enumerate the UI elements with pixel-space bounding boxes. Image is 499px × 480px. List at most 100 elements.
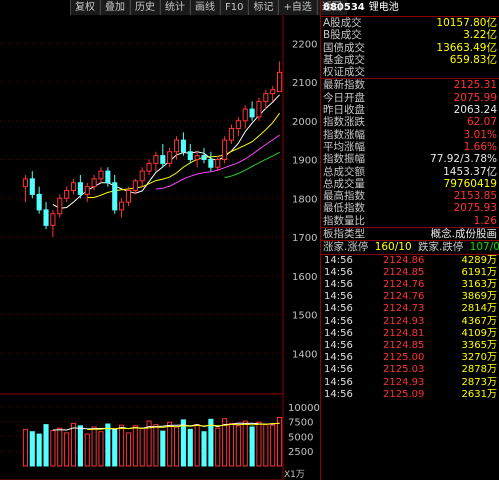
toolbar-button-0[interactable]: 复权 — [70, 0, 100, 15]
turnover-row: B股成交 3.22亿 — [321, 29, 499, 41]
tick-price: 2124.76 — [383, 291, 425, 303]
volume-bar — [98, 431, 104, 467]
volume-tick-label: 5000 — [288, 432, 313, 443]
candle-body — [105, 170, 111, 184]
tick-volume: 2631万 — [461, 388, 497, 400]
toolbar-button-7[interactable]: +自选 — [278, 0, 317, 15]
candle-body — [98, 170, 104, 180]
volume-bar — [57, 427, 63, 467]
volume-bar — [64, 432, 70, 467]
candle-body — [167, 151, 173, 164]
toolbar-button-6[interactable]: 标记 — [248, 0, 279, 15]
candle-body — [263, 93, 269, 102]
volume-bar — [119, 424, 125, 467]
tick-row: 14:56 2124.76 3163万 — [321, 279, 499, 291]
volume-bar — [84, 433, 90, 467]
stat-row: 最低指数 2075.93 — [321, 202, 499, 214]
volume-bar — [208, 418, 214, 467]
candle-body — [256, 100, 262, 118]
tick-time: 14:56 — [324, 254, 353, 266]
stat-row-value: 2075.93 — [453, 202, 497, 215]
candle-body — [153, 155, 159, 164]
candle-body — [91, 178, 97, 188]
price-tick-label: 1500 — [292, 311, 317, 322]
toolbar-button-1[interactable]: 叠加 — [100, 0, 130, 15]
volume-bar — [180, 419, 186, 467]
price-tick-label: 2100 — [292, 78, 317, 89]
volume-bar — [132, 425, 138, 467]
volume-bar — [173, 426, 180, 467]
turnover-row: 基金成交 659.83亿 — [321, 54, 499, 66]
candle-body — [125, 190, 132, 203]
volume-bar — [249, 426, 255, 467]
tick-price: 2125.03 — [383, 364, 425, 376]
volume-tick-label: 10000 — [288, 403, 320, 414]
candlestick-chart[interactable]: 2200 2100 2000 1900 1800 1700 1600 1500 1400 1000… — [0, 0, 320, 480]
volume-ma10-line — [87, 422, 280, 430]
toolbar-button-5[interactable]: F10 — [220, 0, 249, 15]
stat-row-value: 77.92/3.78% — [430, 153, 497, 166]
candle-body — [222, 139, 228, 160]
candle-body — [180, 139, 186, 153]
volume-bar — [228, 422, 235, 467]
kline-chart-area[interactable]: 2200 2100 2000 1900 1800 1700 1600 1500 1400 1000… — [0, 0, 347, 480]
stat-row-label: 最低指数 — [323, 202, 365, 215]
tick-volume: 6191万 — [461, 266, 497, 278]
tick-price: 2124.81 — [383, 327, 425, 339]
price-tick-label: 1600 — [292, 272, 317, 283]
turnover-row-label: 权证成交 — [323, 66, 365, 79]
tick-row: 14:56 2124.81 4109万 — [321, 328, 499, 340]
index-type-value[interactable]: 概念.成份股画 — [430, 228, 497, 241]
stat-row: 昨日收盘 2063.24 — [321, 104, 499, 116]
tick-row: 14:56 2125.09 2631万 — [321, 389, 499, 401]
candle-body — [249, 108, 255, 118]
stat-row: 最新指数 2125.31 — [321, 79, 499, 91]
volume-bar — [201, 431, 207, 467]
price-tick-label: 1400 — [292, 349, 317, 360]
index-code: 880534 — [323, 2, 365, 13]
volume-bar — [187, 428, 193, 467]
stat-row-label: 指数涨幅 — [323, 128, 365, 141]
toolbar-button-4[interactable]: 画线 — [190, 0, 220, 15]
stat-row-value: 2063.24 — [453, 104, 497, 117]
stat-row: 最高指数 2153.85 — [321, 190, 499, 202]
turnover-row: 国债成交 13663.49亿 — [321, 42, 499, 54]
tick-price: 2124.85 — [383, 266, 425, 278]
tick-time: 14:56 — [324, 388, 353, 400]
tick-row: 14:56 2124.85 3365万 — [321, 340, 499, 352]
tick-row: 14:56 2124.73 2814万 — [321, 303, 499, 315]
candle-body — [160, 155, 166, 164]
stat-row-label: 昨日收盘 — [323, 104, 365, 117]
candle-body — [70, 182, 77, 191]
volume-bar — [22, 428, 28, 467]
volume-bar — [263, 424, 269, 467]
turnover-row-label: 国债成交 — [323, 41, 365, 54]
volume-unit-label: X1万 — [284, 470, 305, 480]
toolbar-button-2[interactable]: 历史 — [130, 0, 160, 15]
tick-volume: 3270万 — [461, 352, 497, 364]
candle-body — [146, 162, 152, 172]
candle-body — [119, 201, 125, 211]
tick-volume: 3163万 — [461, 279, 497, 291]
tick-volume: 3365万 — [461, 339, 497, 351]
turnover-row-value: 3.22亿 — [463, 29, 497, 42]
turnover-row: 权证成交 — [321, 66, 499, 78]
tick-volume: 4289万 — [461, 254, 497, 266]
candle-body — [228, 128, 235, 141]
turnover-row-label: B股成交 — [323, 29, 362, 42]
volume-bar — [70, 422, 77, 467]
toolbar-button-3[interactable]: 统计 — [160, 0, 190, 15]
candle-body — [77, 182, 83, 195]
tick-volume: 2814万 — [461, 303, 497, 315]
toolbar-button-8[interactable]: 返回 — [316, 0, 347, 15]
index-type-row: 板指类型 概念.成份股画 — [321, 227, 499, 240]
stat-row-label: 平均涨幅 — [323, 140, 365, 153]
stat-row: 指数振幅 77.92/3.78% — [321, 153, 499, 165]
tick-list[interactable]: 14:56 2124.86 4289万 14:56 2124.85 6191万 14:56 2… — [321, 253, 499, 401]
candle-body — [215, 159, 221, 168]
stat-row: 指数涨幅 3.01% — [321, 129, 499, 141]
candle-body — [201, 155, 207, 160]
volume-bar — [146, 420, 152, 467]
tick-volume: 3869万 — [461, 291, 497, 303]
turnover-row-label: 基金成交 — [323, 53, 365, 66]
